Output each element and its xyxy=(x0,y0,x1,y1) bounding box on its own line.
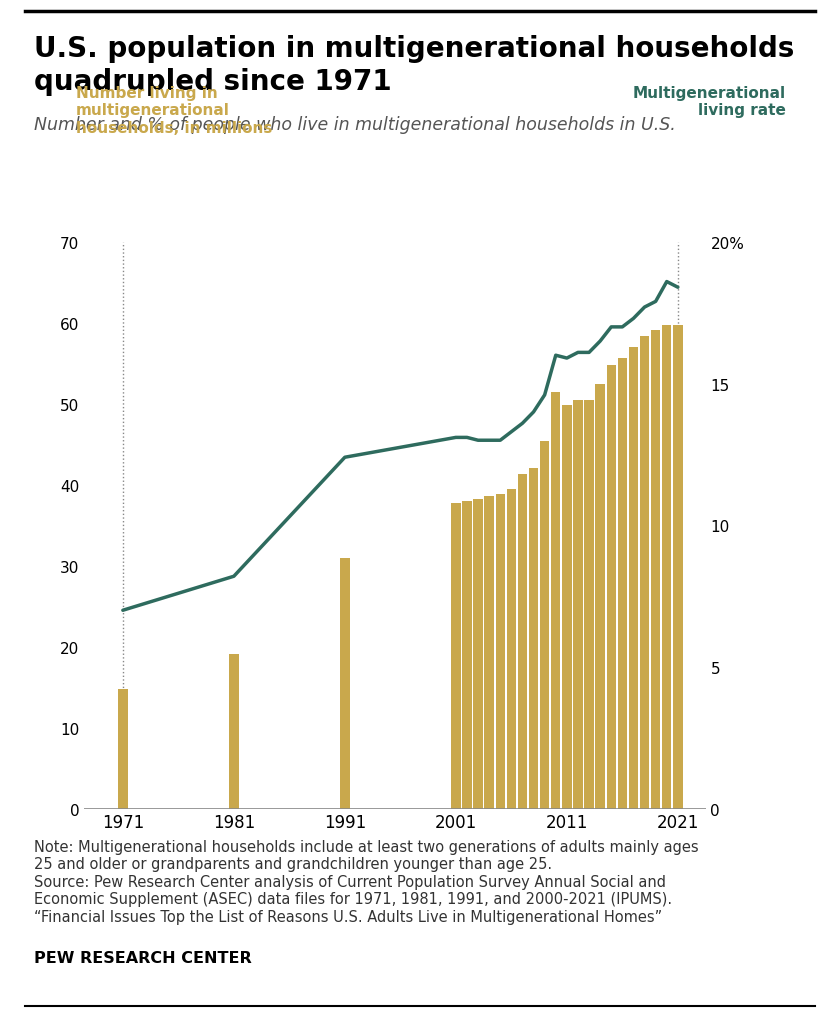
Bar xyxy=(573,400,583,809)
Text: PEW RESEARCH CENTER: PEW RESEARCH CENTER xyxy=(34,950,251,966)
Bar xyxy=(585,400,594,809)
Bar xyxy=(462,501,472,809)
Bar xyxy=(340,558,349,809)
Bar xyxy=(596,384,605,809)
Text: U.S. population in multigenerational households
quadrupled since 1971: U.S. population in multigenerational hou… xyxy=(34,35,794,96)
Bar xyxy=(451,503,460,809)
Bar xyxy=(606,366,616,809)
Bar xyxy=(617,359,627,809)
Text: Number living in
multigenerational
households, in millions: Number living in multigenerational house… xyxy=(76,86,272,135)
Bar xyxy=(562,406,571,809)
Bar xyxy=(673,326,683,809)
Bar xyxy=(507,489,516,809)
Bar xyxy=(640,337,649,809)
Bar xyxy=(540,442,549,809)
Bar xyxy=(517,475,528,809)
Bar xyxy=(229,654,239,809)
Bar xyxy=(118,690,128,809)
Bar xyxy=(651,331,660,809)
Bar xyxy=(485,496,494,809)
Text: Multigenerational
living rate: Multigenerational living rate xyxy=(633,86,785,118)
Bar xyxy=(628,348,638,809)
Text: Note: Multigenerational households include at least two generations of adults ma: Note: Multigenerational households inclu… xyxy=(34,839,698,924)
Bar xyxy=(529,468,538,809)
Bar xyxy=(551,392,560,809)
Text: Number and % of people who live in multigenerational households in U.S.: Number and % of people who live in multi… xyxy=(34,116,675,134)
Bar xyxy=(473,499,483,809)
Bar xyxy=(662,326,671,809)
Bar xyxy=(496,494,505,809)
